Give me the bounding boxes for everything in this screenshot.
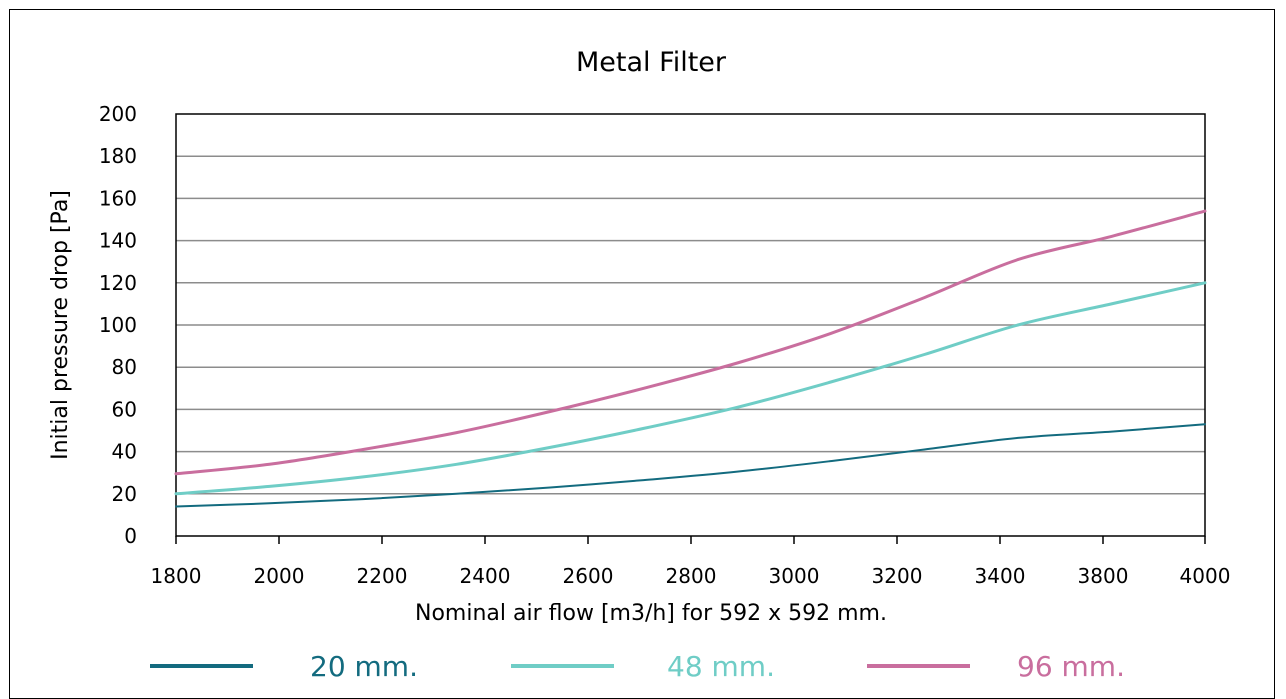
x-tick-label: 3000 <box>769 564 820 588</box>
x-tick-label: 3200 <box>872 564 923 588</box>
chart-title: Metal Filter <box>576 47 727 78</box>
y-tick-label: 0 <box>124 524 137 548</box>
y-tick-label: 200 <box>99 102 137 126</box>
y-tick-label: 20 <box>112 482 137 506</box>
x-tick-labels: 1800 2000 2200 2400 2600 2800 3000 3200 3400 3800… <box>151 536 1231 588</box>
x-tick-label: 3400 <box>975 564 1026 588</box>
y-tick-label: 40 <box>112 440 137 464</box>
x-tick-label: 4000 <box>1180 564 1231 588</box>
legend-label: 48 mm. <box>667 650 775 683</box>
x-tick-label: 2400 <box>460 564 511 588</box>
x-tick-label: 3800 <box>1078 564 1129 588</box>
x-tick-label: 2800 <box>666 564 717 588</box>
x-tick-label: 1800 <box>151 564 202 588</box>
x-tick-label: 2600 <box>563 564 614 588</box>
series-line-48-mm <box>174 281 1207 496</box>
grid-lines <box>176 155 1205 495</box>
series-lines <box>174 209 1207 508</box>
y-tick-label: 120 <box>99 271 137 295</box>
legend: 20 mm. 48 mm. 96 mm. <box>150 650 1125 683</box>
y-axis-label: Initial pressure drop [Pa] <box>48 190 73 460</box>
x-tick-label: 2200 <box>357 564 408 588</box>
y-tick-label: 160 <box>99 186 137 210</box>
y-tick-label: 180 <box>99 144 137 168</box>
x-tick-label: 2000 <box>254 564 305 588</box>
y-tick-label: 80 <box>112 355 137 379</box>
y-tick-labels: 0 20 40 60 80 100 120 140 160 180 200 <box>99 102 137 548</box>
y-tick-label: 60 <box>112 397 137 421</box>
series-line-96-mm <box>174 209 1207 476</box>
y-tick-label: 100 <box>99 313 137 337</box>
legend-label: 20 mm. <box>310 650 418 683</box>
y-tick-label: 140 <box>99 229 137 253</box>
x-axis-label: Nominal air flow [m3/h] for 592 x 592 mm… <box>415 601 887 626</box>
series-line-20-mm <box>175 423 1206 508</box>
legend-label: 96 mm. <box>1017 650 1125 683</box>
